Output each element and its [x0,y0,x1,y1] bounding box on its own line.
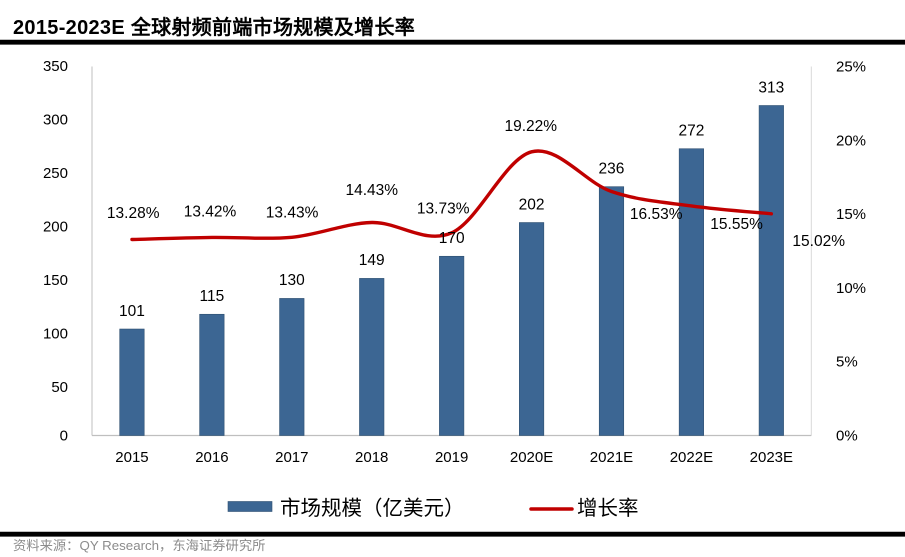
svg-text:市场规模（亿美元）: 市场规模（亿美元） [280,497,465,520]
svg-text:2018: 2018 [355,449,388,466]
svg-text:2015: 2015 [115,449,148,466]
svg-text:2021E: 2021E [590,449,633,466]
svg-text:250: 250 [43,165,68,182]
svg-text:2022E: 2022E [670,449,713,466]
svg-text:0: 0 [60,428,68,445]
svg-text:19.22%: 19.22% [505,118,558,135]
svg-text:50: 50 [51,379,68,396]
svg-text:202: 202 [519,196,545,213]
svg-text:170: 170 [439,230,465,247]
svg-text:2016: 2016 [195,449,228,466]
svg-text:2020E: 2020E [510,449,553,466]
svg-text:2017: 2017 [275,449,308,466]
svg-text:2019: 2019 [435,449,468,466]
svg-text:200: 200 [43,219,68,236]
svg-text:16.53%: 16.53% [630,206,683,223]
svg-text:15%: 15% [836,206,866,223]
svg-text:13.42%: 13.42% [184,203,237,220]
svg-text:236: 236 [599,161,625,178]
svg-text:100: 100 [43,326,68,343]
svg-text:149: 149 [359,252,385,269]
svg-text:272: 272 [678,123,704,140]
svg-text:增长率: 增长率 [577,497,639,520]
svg-text:14.43%: 14.43% [346,182,399,199]
svg-text:20%: 20% [836,132,866,149]
svg-text:101: 101 [119,303,145,320]
svg-text:15.02%: 15.02% [792,233,845,250]
svg-text:13.43%: 13.43% [266,205,319,222]
svg-text:0%: 0% [836,428,858,445]
svg-text:2023E: 2023E [750,449,793,466]
svg-text:资料来源：QY Research，东海证券研究所: 资料来源：QY Research，东海证券研究所 [13,538,265,553]
svg-text:350: 350 [43,58,68,75]
svg-text:5%: 5% [836,354,858,371]
svg-text:130: 130 [279,272,305,289]
svg-text:10%: 10% [836,280,866,297]
svg-text:313: 313 [758,79,784,96]
svg-text:13.28%: 13.28% [107,205,160,222]
svg-text:13.73%: 13.73% [417,201,470,218]
svg-text:25%: 25% [836,59,866,76]
svg-text:300: 300 [43,112,68,129]
svg-text:15.55%: 15.55% [710,216,763,233]
svg-text:115: 115 [200,288,225,305]
svg-text:150: 150 [43,272,68,289]
